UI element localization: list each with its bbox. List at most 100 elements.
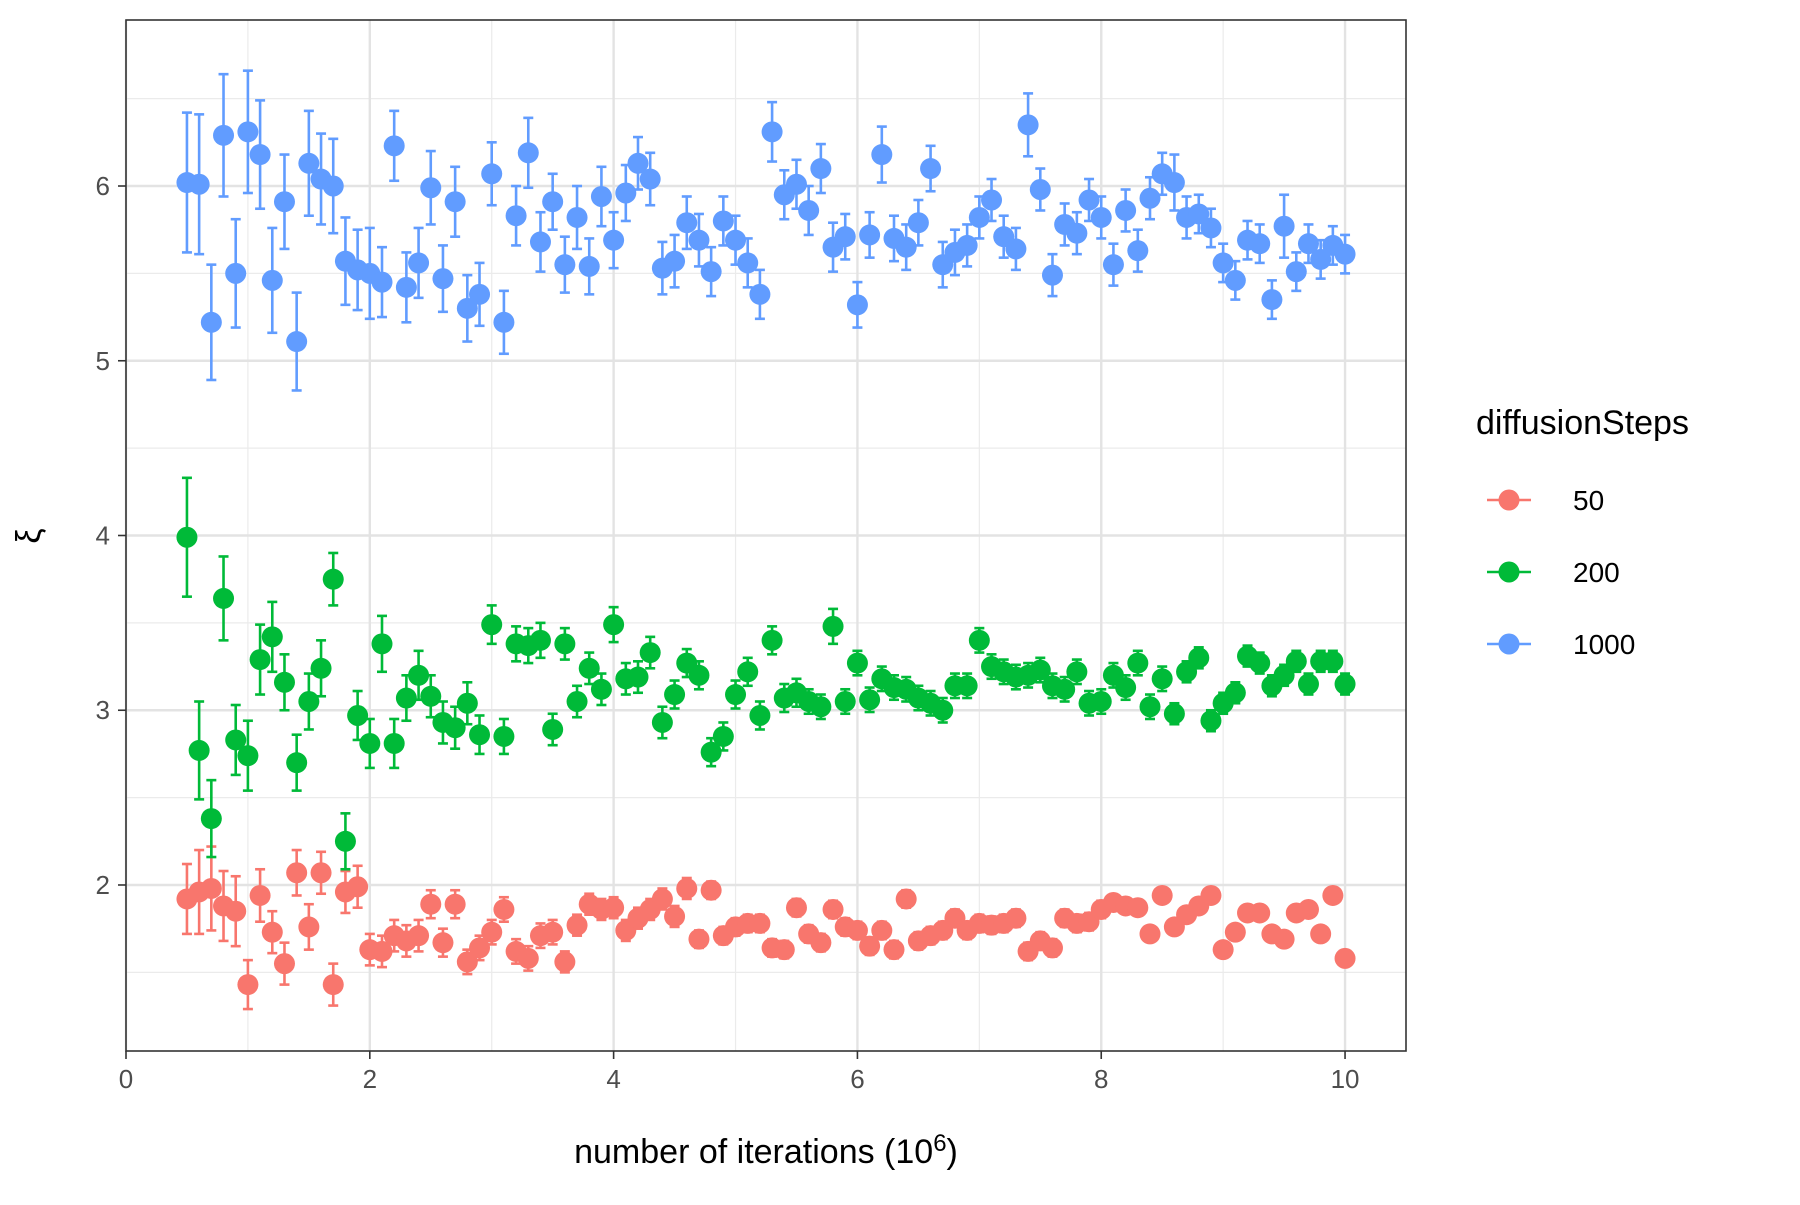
data-point bbox=[261, 626, 283, 648]
data-point bbox=[895, 236, 917, 258]
data-point bbox=[871, 919, 893, 941]
data-point bbox=[1297, 673, 1319, 695]
data-point bbox=[688, 928, 710, 950]
data-point bbox=[176, 526, 198, 548]
data-point bbox=[1188, 647, 1210, 669]
data-point bbox=[322, 568, 344, 590]
data-point bbox=[883, 939, 905, 961]
data-point bbox=[1127, 897, 1149, 919]
data-point bbox=[1054, 678, 1076, 700]
data-point bbox=[347, 876, 369, 898]
data-point bbox=[1005, 907, 1027, 929]
data-point bbox=[1273, 215, 1295, 237]
data-point bbox=[712, 725, 734, 747]
data-point bbox=[688, 664, 710, 686]
data-point bbox=[749, 912, 771, 934]
data-point bbox=[859, 689, 881, 711]
data-point bbox=[846, 919, 868, 941]
data-point bbox=[529, 231, 551, 253]
data-point bbox=[310, 862, 332, 884]
data-point bbox=[1297, 233, 1319, 255]
data-point bbox=[298, 152, 320, 174]
data-point bbox=[822, 898, 844, 920]
data-point bbox=[615, 182, 637, 204]
data-point bbox=[188, 739, 210, 761]
data-point bbox=[810, 932, 832, 954]
x-tick-label: 8 bbox=[1094, 1064, 1108, 1094]
data-point bbox=[676, 212, 698, 234]
data-point bbox=[603, 229, 625, 251]
data-point bbox=[1139, 923, 1161, 945]
data-point bbox=[481, 163, 503, 185]
data-point bbox=[1273, 928, 1295, 950]
x-tick-label: 4 bbox=[606, 1064, 620, 1094]
data-point bbox=[1176, 661, 1198, 683]
data-point bbox=[1224, 682, 1246, 704]
data-point bbox=[627, 152, 649, 174]
data-point bbox=[444, 893, 466, 915]
data-point bbox=[822, 615, 844, 637]
data-point bbox=[1285, 261, 1307, 283]
data-point bbox=[371, 940, 393, 962]
data-point bbox=[737, 661, 759, 683]
data-point bbox=[469, 937, 491, 959]
data-point bbox=[334, 830, 356, 852]
data-point bbox=[1334, 673, 1356, 695]
data-point bbox=[651, 711, 673, 733]
data-point bbox=[1297, 898, 1319, 920]
data-point bbox=[627, 666, 649, 688]
data-point bbox=[237, 745, 259, 767]
data-point bbox=[907, 212, 929, 234]
y-tick-label: 4 bbox=[96, 521, 110, 551]
data-point bbox=[444, 717, 466, 739]
data-point bbox=[456, 951, 478, 973]
data-point bbox=[1115, 677, 1137, 699]
data-point bbox=[968, 206, 990, 228]
data-point bbox=[846, 294, 868, 316]
data-point bbox=[200, 877, 222, 899]
data-point bbox=[456, 297, 478, 319]
data-point bbox=[286, 752, 308, 774]
legend-title: diffusionSteps bbox=[1476, 404, 1689, 442]
legend-label: 1000 bbox=[1573, 629, 1635, 660]
data-point bbox=[566, 206, 588, 228]
data-point bbox=[1151, 668, 1173, 690]
legend-key-point bbox=[1498, 633, 1520, 655]
data-point bbox=[542, 921, 564, 943]
data-point bbox=[700, 741, 722, 763]
legend-item-50: 50 bbox=[1487, 485, 1604, 516]
legend-label: 50 bbox=[1573, 485, 1604, 516]
x-axis-title-superscript: 6 bbox=[933, 1130, 946, 1157]
data-point bbox=[749, 704, 771, 726]
data-point bbox=[1322, 650, 1344, 672]
data-point bbox=[603, 614, 625, 636]
data-point bbox=[834, 226, 856, 248]
x-axis-title-text: number of iterations (10 bbox=[574, 1133, 933, 1171]
data-point bbox=[798, 199, 820, 221]
data-point bbox=[1115, 199, 1137, 221]
data-point bbox=[493, 898, 515, 920]
data-point bbox=[639, 642, 661, 664]
data-point bbox=[1310, 248, 1332, 270]
data-point bbox=[1078, 189, 1100, 211]
data-point bbox=[1212, 939, 1234, 961]
data-point bbox=[1188, 203, 1210, 225]
data-point bbox=[1139, 187, 1161, 209]
data-point bbox=[895, 888, 917, 910]
data-point bbox=[456, 692, 478, 714]
data-point bbox=[383, 135, 405, 157]
data-point bbox=[408, 925, 430, 947]
data-point bbox=[1334, 243, 1356, 265]
data-point bbox=[1066, 222, 1088, 244]
data-point bbox=[785, 173, 807, 195]
data-point bbox=[1249, 652, 1271, 674]
data-point bbox=[420, 685, 442, 707]
data-point bbox=[1005, 238, 1027, 260]
data-point bbox=[225, 729, 247, 751]
data-point bbox=[383, 732, 405, 754]
data-point bbox=[859, 935, 881, 957]
data-point bbox=[408, 252, 430, 274]
legend: diffusionSteps 50 200 1000 bbox=[1476, 404, 1689, 660]
data-point bbox=[420, 177, 442, 199]
